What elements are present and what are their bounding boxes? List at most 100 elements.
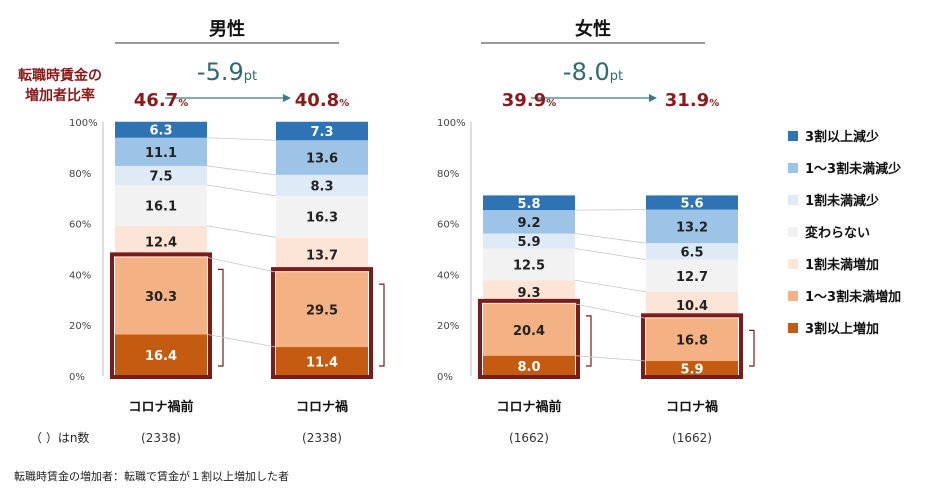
bar-segment bbox=[115, 225, 207, 258]
bar-segment bbox=[483, 248, 575, 281]
data-label: 5.6 bbox=[680, 197, 703, 212]
legend-label: 1～3割未満増加 bbox=[805, 289, 901, 305]
legend-swatch bbox=[788, 323, 798, 333]
bar-segment bbox=[483, 233, 575, 249]
data-label: 16.8 bbox=[676, 334, 708, 349]
n-count-label: (2338) bbox=[302, 431, 342, 445]
ratio-value: 31.9% bbox=[665, 90, 719, 111]
n-count-label: (2338) bbox=[141, 431, 181, 445]
legend-swatch bbox=[788, 291, 798, 301]
data-label: 29.5 bbox=[306, 304, 338, 319]
y-tick-label: 0% bbox=[437, 372, 453, 383]
data-label: 13.7 bbox=[306, 249, 338, 264]
data-label: 5.8 bbox=[517, 197, 540, 212]
bar-segment bbox=[115, 137, 207, 166]
legend-swatch bbox=[788, 163, 798, 173]
bar-segment bbox=[483, 210, 575, 234]
bar-segment bbox=[646, 195, 738, 210]
data-label: 6.5 bbox=[680, 245, 703, 260]
y-tick-label: 100% bbox=[69, 118, 98, 129]
bar-segment bbox=[646, 361, 738, 376]
legend-swatch bbox=[788, 259, 798, 269]
segment-connector bbox=[574, 355, 647, 362]
change-label: -8.0pt bbox=[563, 58, 623, 86]
segment-connector bbox=[206, 165, 277, 176]
legend-label: 3割以上増加 bbox=[805, 321, 879, 337]
increase-highlight-box bbox=[641, 313, 743, 380]
y-tick-label: 40% bbox=[69, 270, 91, 281]
legend-label: 変わらない bbox=[805, 225, 870, 241]
legend-label: 1～3割未満減少 bbox=[805, 161, 901, 177]
data-label: 16.1 bbox=[145, 199, 177, 214]
segment-connector bbox=[206, 184, 277, 197]
data-label: 7.3 bbox=[310, 125, 333, 140]
change-label: -5.9pt bbox=[197, 58, 257, 86]
bar-segment bbox=[646, 243, 738, 260]
bar-segment bbox=[276, 195, 368, 238]
increase-highlight-box bbox=[271, 267, 373, 380]
segment-connector bbox=[574, 248, 647, 261]
ratio-value: 46.7% bbox=[134, 90, 188, 111]
category-label: コロナ禍 bbox=[666, 399, 718, 415]
segment-connector bbox=[206, 225, 277, 238]
y-tick-label: 80% bbox=[437, 169, 459, 180]
bar-segment bbox=[276, 347, 368, 376]
legend-swatch bbox=[788, 227, 798, 237]
bar-segment bbox=[646, 259, 738, 292]
bar-segment bbox=[646, 318, 738, 362]
segment-connector bbox=[206, 137, 277, 141]
data-label: 5.9 bbox=[517, 235, 540, 250]
category-label: コロナ禍前 bbox=[128, 399, 193, 415]
ratio-value: 39.9% bbox=[502, 90, 556, 111]
legend-label: 3割以上減少 bbox=[805, 129, 879, 145]
legend-swatch bbox=[788, 131, 798, 141]
change-arrow-head bbox=[649, 94, 657, 102]
increase-highlight-box bbox=[478, 298, 580, 380]
bar-segment bbox=[115, 334, 207, 376]
data-label: 13.2 bbox=[676, 220, 708, 235]
data-label: 12.4 bbox=[145, 236, 177, 251]
n-count-label: (1662) bbox=[672, 431, 712, 445]
y-tick-label: 0% bbox=[69, 372, 85, 383]
segment-connector bbox=[574, 209, 647, 211]
footnote: 転職時賃金の増加者：転職で賃金が１割以上増加した者 bbox=[14, 469, 289, 483]
segment-connector bbox=[574, 279, 647, 293]
bar-segment bbox=[276, 121, 368, 141]
data-label: 11.1 bbox=[145, 146, 177, 161]
y-tick-label: 20% bbox=[69, 321, 91, 332]
category-label: コロナ禍前 bbox=[496, 399, 561, 415]
y-tick-label: 20% bbox=[437, 321, 459, 332]
bar-segment bbox=[276, 237, 368, 273]
data-label: 5.9 bbox=[680, 363, 703, 378]
data-label: 30.3 bbox=[145, 290, 177, 305]
y-tick-label: 60% bbox=[437, 220, 459, 231]
data-label: 16.4 bbox=[145, 349, 177, 364]
bar-segment bbox=[483, 303, 575, 356]
bar-segment bbox=[646, 209, 738, 244]
increase-bracket bbox=[586, 315, 592, 367]
bar-segment bbox=[483, 195, 575, 211]
segment-connector bbox=[574, 303, 647, 319]
bar-segment bbox=[483, 355, 575, 376]
n-count-label: (1662) bbox=[509, 431, 549, 445]
data-label: 11.4 bbox=[306, 356, 338, 371]
n-note: （ ）はn数 bbox=[30, 430, 89, 445]
data-label: 6.3 bbox=[149, 124, 172, 139]
ratio-side-label: 増加者比率 bbox=[25, 87, 95, 104]
data-label: 10.4 bbox=[676, 299, 708, 314]
data-label: 7.5 bbox=[149, 169, 172, 184]
data-label: 12.7 bbox=[676, 270, 708, 285]
increase-bracket bbox=[749, 329, 755, 367]
ratio-value: 40.8% bbox=[295, 90, 349, 111]
bar-segment bbox=[276, 140, 368, 175]
data-label: 12.5 bbox=[513, 258, 545, 273]
data-label: 16.3 bbox=[306, 211, 338, 226]
segment-connector bbox=[206, 256, 277, 273]
data-label: 9.2 bbox=[517, 216, 540, 231]
y-tick-label: 60% bbox=[69, 220, 91, 231]
data-label: 8.0 bbox=[517, 360, 540, 375]
bar-segment bbox=[115, 257, 207, 335]
increase-bracket bbox=[218, 268, 224, 367]
ratio-side-label: 転職時賃金の bbox=[18, 67, 102, 84]
data-label: 8.3 bbox=[310, 179, 333, 194]
